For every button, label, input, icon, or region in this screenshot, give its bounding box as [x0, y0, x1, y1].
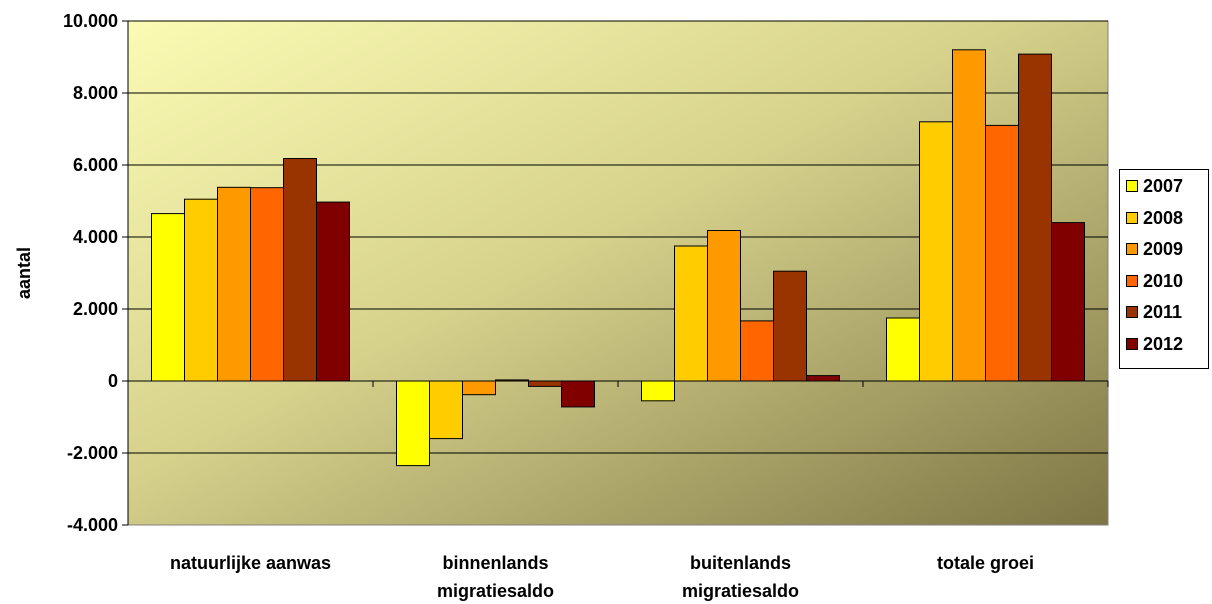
- y-tick-label: -2.000: [67, 443, 118, 463]
- bar-2007-0: [151, 213, 185, 382]
- y-tick-label: 0: [108, 371, 118, 391]
- bar-2009-3: [952, 49, 986, 382]
- bar-2010-1: [495, 379, 529, 382]
- x-category-label: natuurlijke aanwas: [170, 553, 331, 573]
- bar-2007-2: [641, 380, 675, 402]
- y-tick-label: 6.000: [73, 155, 118, 175]
- bar-2010-3: [985, 124, 1019, 382]
- legend-label: 2010: [1143, 270, 1184, 291]
- bar-2012-3: [1051, 222, 1085, 382]
- x-category-label: totale groei: [937, 553, 1034, 573]
- bar-2011-2: [773, 270, 807, 382]
- legend-label: 2011: [1143, 302, 1183, 322]
- legend-label: 2008: [1143, 207, 1184, 228]
- bar-2007-3: [886, 317, 920, 382]
- bar-2009-1: [462, 380, 496, 396]
- bar-2011-0: [283, 158, 317, 382]
- x-category-label: binnenlands: [442, 553, 548, 573]
- legend-swatch: [1126, 243, 1138, 255]
- bar-2009-2: [707, 230, 741, 382]
- legend-item-2012: 2012: [1126, 332, 1208, 356]
- legend-label: 2007: [1143, 176, 1184, 196]
- x-category-label: migratiesaldo: [682, 581, 799, 601]
- y-tick-label: -4.000: [67, 515, 118, 535]
- bar-2007-1: [396, 380, 430, 467]
- y-tick-label: 4.000: [73, 227, 118, 247]
- y-tick-label: 10.000: [63, 11, 118, 31]
- bar-2009-0: [217, 186, 251, 382]
- legend-item-2010: 2010: [1126, 269, 1208, 293]
- legend-item-2009: 2009: [1126, 237, 1208, 261]
- legend-swatch: [1126, 180, 1138, 192]
- y-axis-label: aantal: [14, 247, 34, 299]
- bar-2012-2: [806, 375, 840, 382]
- y-tick-label: 2.000: [73, 299, 118, 319]
- bar-2008-0: [184, 198, 218, 382]
- legend-swatch: [1126, 306, 1138, 318]
- bar-2012-1: [561, 380, 595, 408]
- bar-2012-0: [316, 201, 350, 382]
- y-tick-label: 8.000: [73, 83, 118, 103]
- bar-2008-2: [674, 245, 708, 382]
- bar-2008-3: [919, 121, 953, 382]
- x-category-label: buitenlands: [690, 553, 791, 573]
- bar-2011-3: [1018, 53, 1052, 382]
- bar-2011-1: [528, 380, 562, 387]
- bar-2008-1: [429, 380, 463, 440]
- bar-2010-0: [250, 187, 284, 382]
- legend-swatch: [1126, 274, 1138, 287]
- legend-swatch: [1126, 337, 1138, 350]
- legend-swatch: [1126, 211, 1138, 224]
- x-category-label: migratiesaldo: [437, 581, 554, 601]
- legend-item-2007: 2007: [1126, 174, 1208, 198]
- legend-item-2011: 2011: [1126, 300, 1208, 324]
- legend: 2007 2008 2009 2010 2011 2012: [1119, 169, 1209, 369]
- bar-2010-2: [740, 320, 774, 382]
- legend-item-2008: 2008: [1126, 206, 1208, 230]
- legend-label: 2012: [1143, 333, 1184, 354]
- legend-label: 2009: [1143, 239, 1184, 259]
